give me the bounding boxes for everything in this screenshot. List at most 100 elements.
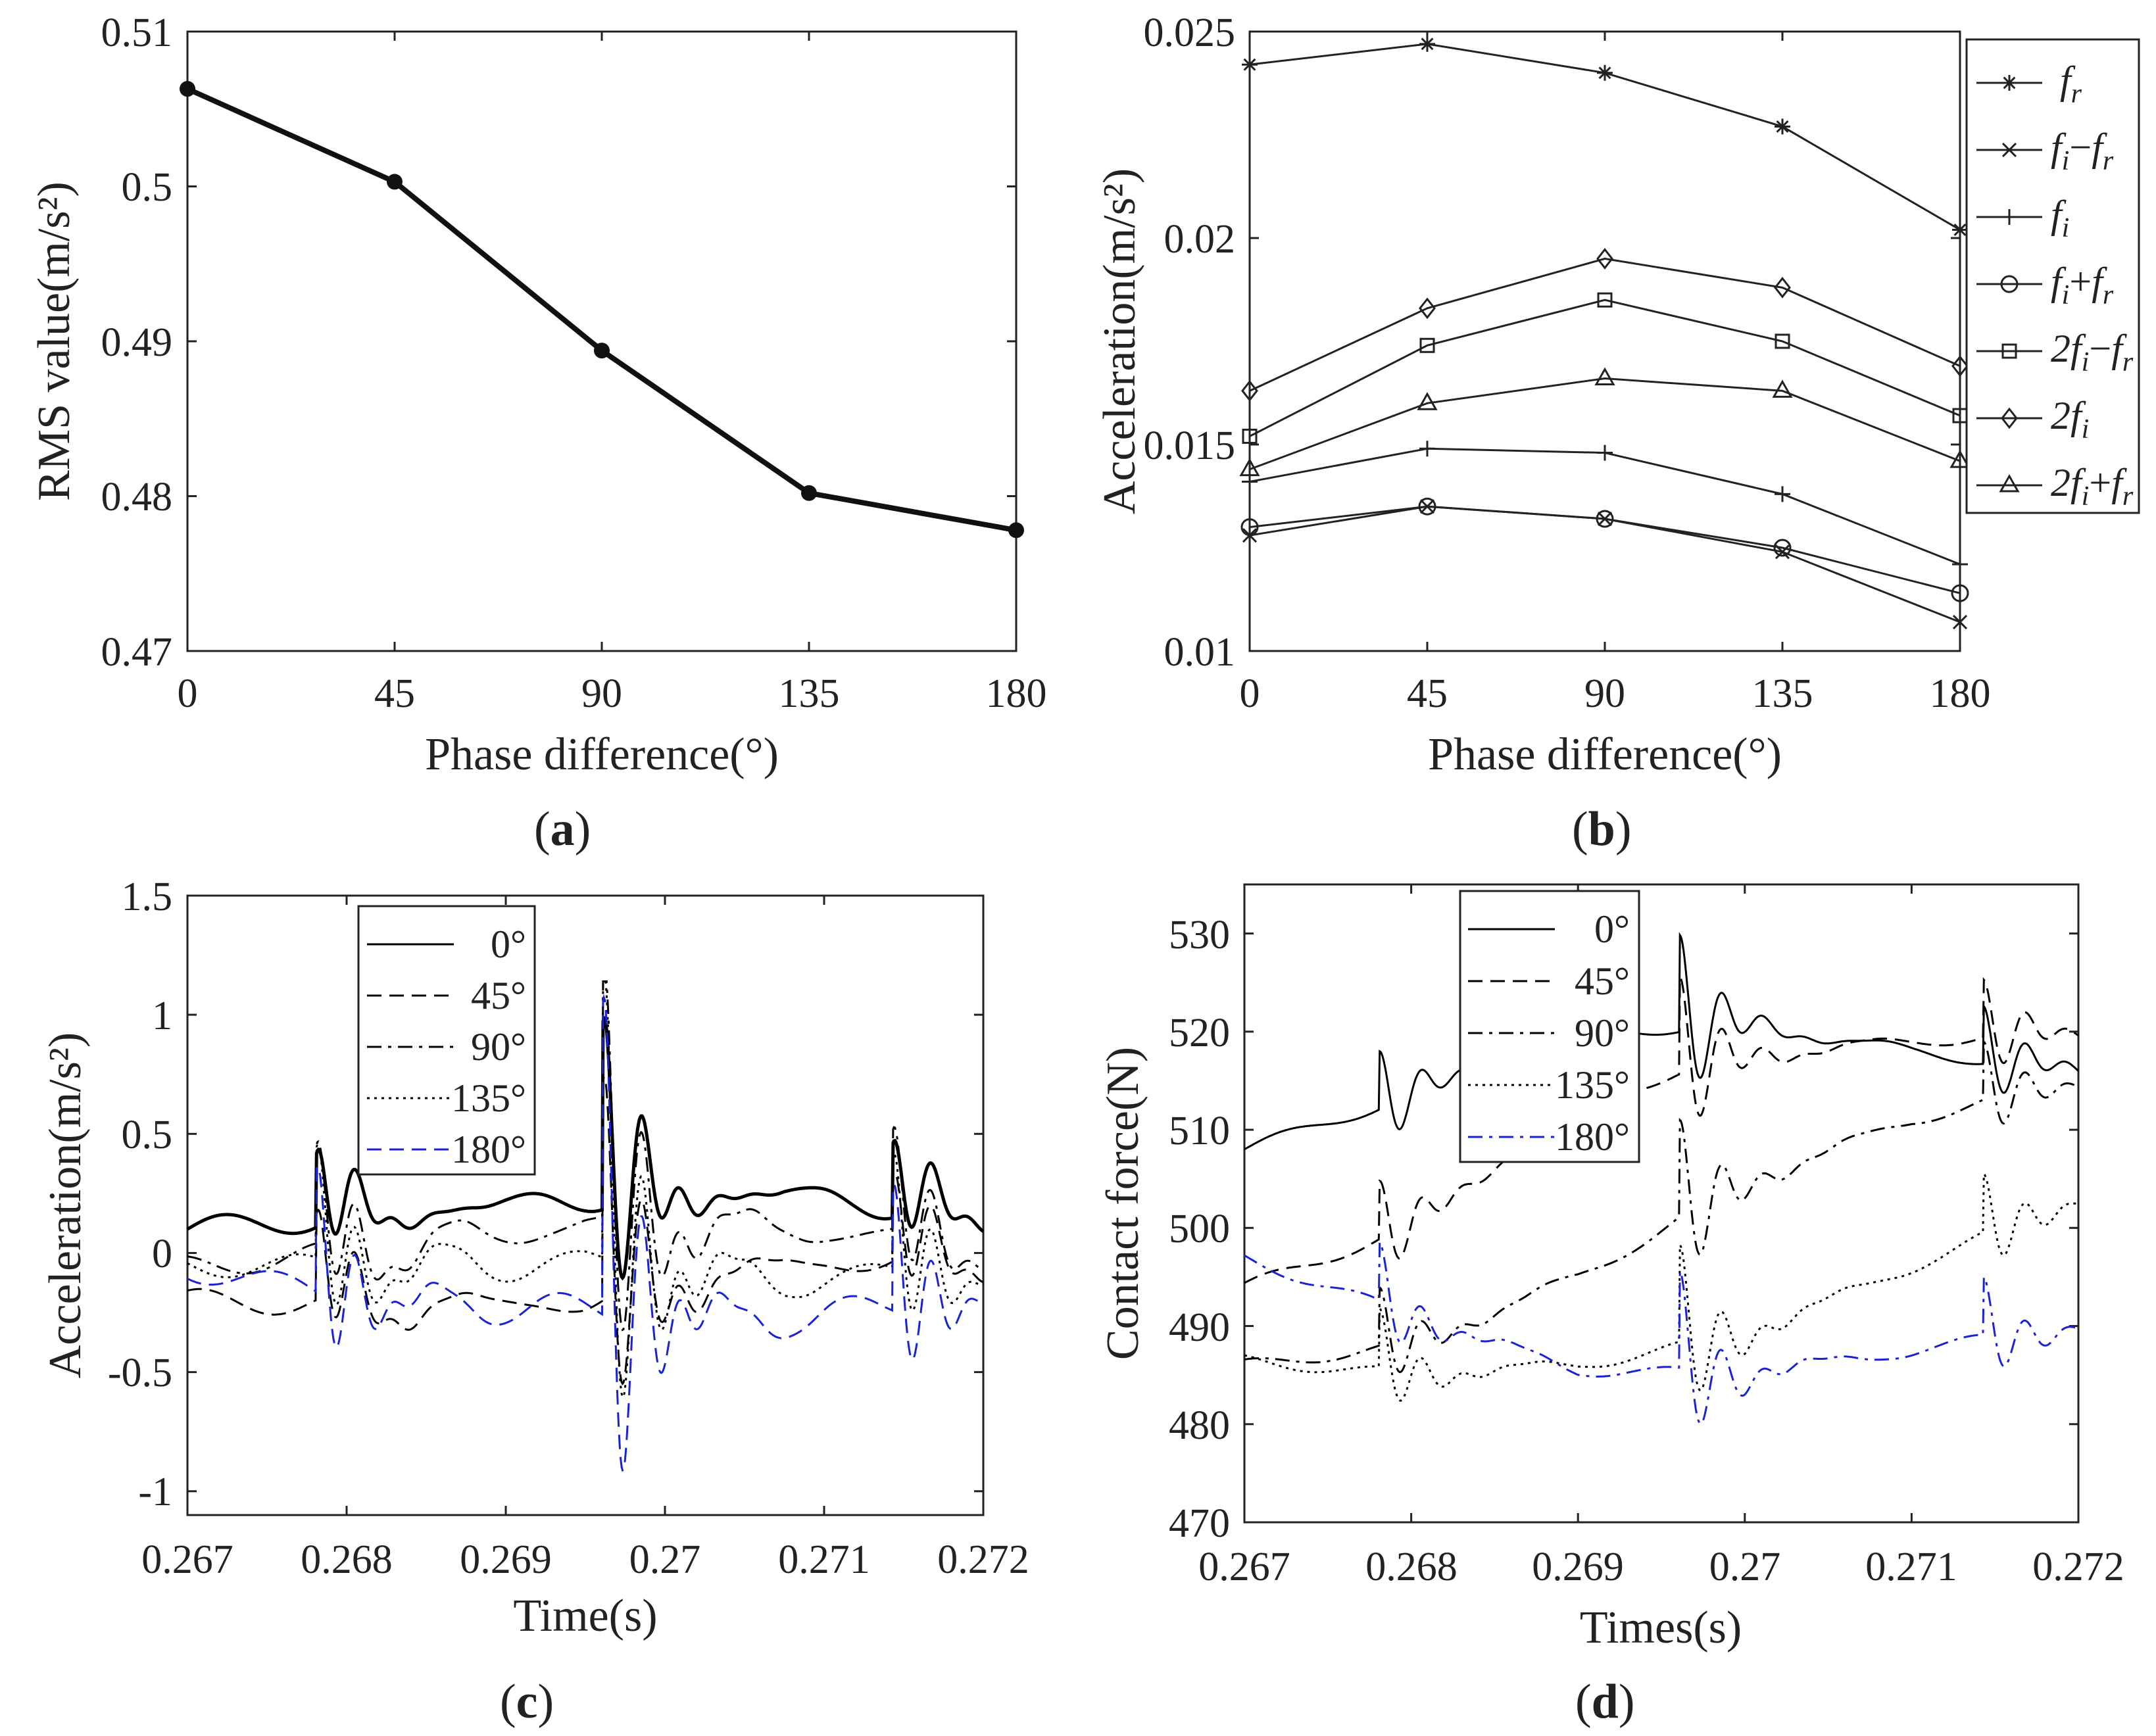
chart-b-point: [1594, 367, 1615, 386]
chart-b-point: [1417, 392, 1438, 410]
chart-c: 0.267 0.268 0.269 0.27 0.271 0.272 -1 -0…: [40, 875, 1029, 1729]
panel-c-label: (c): [500, 1675, 554, 1729]
legend-d-label: 45°: [1575, 959, 1630, 1003]
chart-a-point: [180, 81, 195, 97]
panel-b-label: (b): [1572, 802, 1631, 856]
chart-b-point: [1774, 276, 1791, 299]
legend-c-label: 0°: [491, 923, 526, 966]
chart-b-point: [1419, 337, 1435, 353]
chart-b-ytick: 0.01: [1164, 630, 1236, 675]
chart-d-legend: 0° 45° 90° 135° 180°: [1459, 890, 1640, 1163]
chart-d-xtick: 0.268: [1365, 1545, 1458, 1589]
chart-d-series-line: [1244, 1238, 2079, 1425]
chart-d-xtick: 0.269: [1532, 1545, 1624, 1589]
chart-b-point: [1952, 614, 1968, 630]
chart-c-ytick: 1: [152, 994, 172, 1038]
chart-d-xtick: 0.267: [1198, 1545, 1290, 1589]
chart-b-series-line: [1249, 299, 1961, 437]
chart-c-ytick: -0.5: [108, 1351, 172, 1395]
legend-b-marker: [2001, 407, 2018, 429]
chart-b-point: [1951, 355, 1969, 377]
chart-d-ytick: 470: [1169, 1501, 1230, 1546]
chart-d-ytick: 490: [1169, 1305, 1230, 1350]
chart-c-series-line: [187, 1075, 984, 1386]
chart-c-xtick: 0.272: [937, 1537, 1029, 1582]
chart-d-ytick: 530: [1169, 913, 1230, 957]
chart-b-series-line: [1249, 377, 1961, 471]
chart-b-point: [1240, 518, 1259, 537]
chart-d-ylabel: Contact force(N): [1098, 1047, 1148, 1360]
chart-a-ytick: 0.51: [101, 11, 173, 55]
chart-b-point: [1773, 539, 1792, 557]
chart-b-point: [1597, 445, 1613, 461]
chart-b-series-line: [1249, 257, 1961, 392]
legend-c-label: 180°: [451, 1128, 526, 1171]
chart-a-xtick: 90: [581, 671, 622, 716]
chart-b-point: [1241, 379, 1258, 402]
chart-d-series-line: [1244, 1039, 2079, 1374]
chart-b-point: [1951, 584, 1969, 602]
chart-c-xtick: 0.27: [629, 1537, 701, 1582]
chart-b-point: [1239, 458, 1260, 477]
chart-b-xtick: 45: [1407, 671, 1448, 716]
chart-d-xlabel: Times(s): [1580, 1603, 1742, 1653]
chart-b-point: [1419, 36, 1435, 52]
chart-d-frame: [1243, 883, 2080, 1524]
chart-d-ytick: 480: [1169, 1403, 1230, 1448]
chart-b-xtick: 180: [1930, 671, 1991, 716]
chart-b-point: [1419, 441, 1435, 457]
chart-d-ytick: 520: [1169, 1011, 1230, 1055]
chart-c-legend: 0° 45° 90° 135° 180°: [357, 905, 536, 1176]
chart-b-xtick: 135: [1752, 671, 1813, 716]
chart-c-ylabel: Acceleration(m/s²): [40, 1032, 91, 1378]
chart-a-xtick: 135: [779, 671, 840, 716]
legend-b-marker: [1999, 473, 2020, 493]
chart-b-point: [1772, 379, 1793, 398]
chart-a-xtick: 180: [986, 671, 1047, 716]
chart-b-point: [1596, 510, 1614, 528]
legend-c-label: 90°: [471, 1025, 526, 1069]
chart-c-frame: [186, 894, 985, 1516]
chart-a-ytick: 0.47: [101, 630, 173, 675]
chart-b-xtick: 0: [1240, 671, 1260, 716]
panel-a-label: (a): [534, 802, 591, 856]
chart-b-ytick: 0.015: [1144, 423, 1236, 468]
chart-a-point: [1008, 522, 1024, 539]
chart-b-point: [1242, 57, 1258, 73]
chart-c-xtick: 0.269: [460, 1537, 552, 1582]
chart-b-series-line: [1249, 505, 1961, 594]
chart-b-point: [1596, 247, 1613, 270]
chart-c-series-line: [187, 994, 984, 1472]
chart-b-point: [1775, 486, 1790, 502]
legend-c-label: 135°: [451, 1076, 526, 1120]
chart-a-ytick: 0.48: [101, 475, 173, 519]
chart-b-point: [1597, 292, 1613, 308]
chart-d-xtick: 0.272: [2032, 1545, 2124, 1589]
chart-b-xlabel: Phase difference(°): [1428, 729, 1782, 780]
chart-d-series-line: [1244, 932, 2079, 1151]
chart-c-series-line: [187, 980, 984, 1332]
chart-c-xtick: 0.271: [778, 1537, 870, 1582]
panel-d-label: (d): [1575, 1675, 1634, 1729]
chart-a-xlabel: Phase difference(°): [425, 729, 779, 780]
chart-c-xtick: 0.267: [141, 1537, 233, 1582]
chart-b-point: [1775, 118, 1790, 135]
chart-d-ytick: 500: [1169, 1207, 1230, 1251]
chart-c-xtick: 0.268: [301, 1537, 393, 1582]
chart-a-point: [801, 485, 817, 501]
chart-b-point: [1949, 450, 1971, 468]
chart-b-ylabel: Acceleration(m/s²): [1094, 168, 1145, 514]
legend-d-label: 135°: [1555, 1063, 1630, 1107]
chart-d-ytick: 510: [1169, 1109, 1230, 1153]
chart-b-ytick: 0.02: [1164, 217, 1236, 262]
chart-b-point: [1952, 556, 1968, 573]
chart-b-point: [1775, 333, 1790, 349]
legend-b-marker: [2001, 75, 2017, 91]
chart-b-point: [1242, 473, 1258, 490]
chart-b-ytick: 0.025: [1144, 11, 1236, 55]
legend-b-marker: [2001, 142, 2017, 158]
chart-b-point: [1418, 497, 1436, 516]
legend-b-marker: [2001, 343, 2017, 359]
chart-a-ytick: 0.49: [101, 320, 173, 365]
